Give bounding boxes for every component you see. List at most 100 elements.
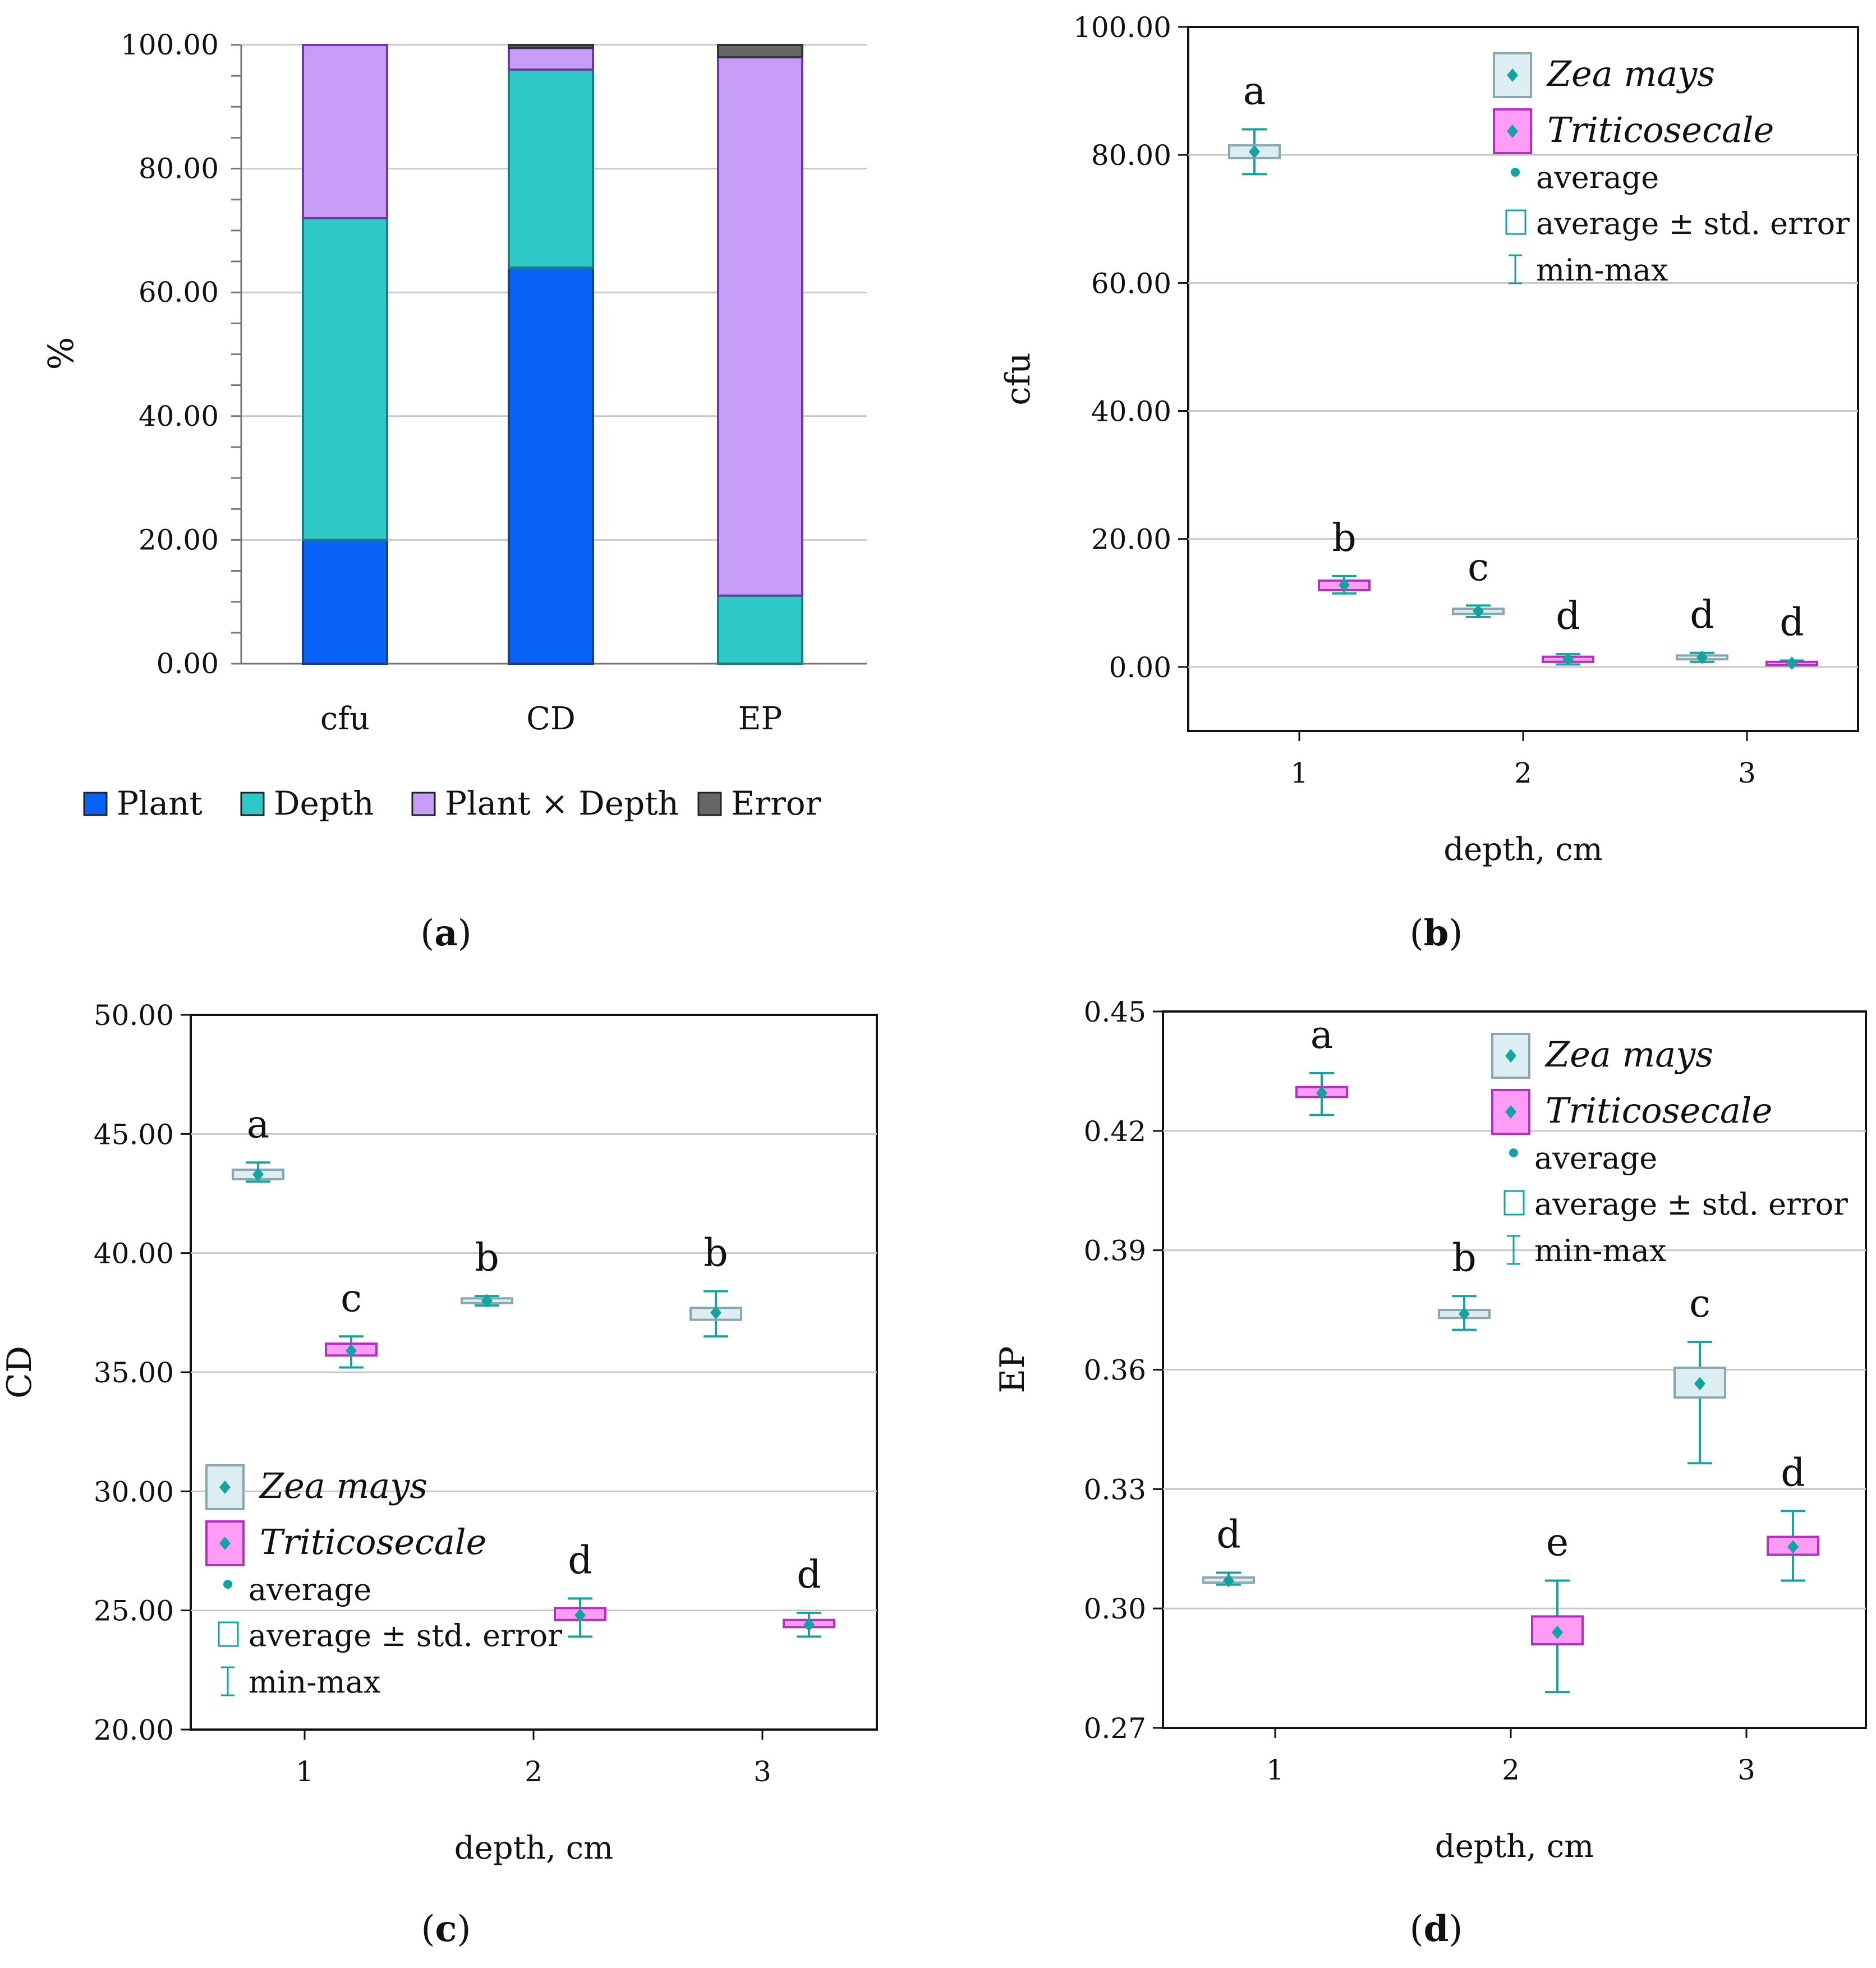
panel-caption: (a) xyxy=(420,912,471,954)
y-tick-label: 45.00 xyxy=(94,1118,174,1151)
legend-se-label: average ± std. error xyxy=(1534,1187,1848,1222)
mean-marker xyxy=(803,1618,815,1632)
x-tick-label: cfu xyxy=(320,701,370,737)
legend-average-dot xyxy=(223,1580,232,1589)
y-tick-label: 25.00 xyxy=(94,1595,174,1627)
y-tick-label: 0.33 xyxy=(1084,1473,1146,1506)
box-zea-mays: b xyxy=(461,1236,513,1308)
legend-zea-label: Zea mays xyxy=(1546,53,1715,94)
mean-marker xyxy=(1552,1625,1563,1639)
significance-letter: c xyxy=(1468,545,1489,590)
box-triticosecale: d xyxy=(1765,601,1818,670)
legend-swatch xyxy=(83,792,108,816)
mean-marker xyxy=(1696,650,1708,664)
x-axis-label: depth, cm xyxy=(1443,831,1602,868)
mean-marker xyxy=(574,1608,586,1622)
legend-label: Plant × Depth xyxy=(445,784,679,822)
significance-letter: d xyxy=(1780,601,1804,645)
x-tick-label: 1 xyxy=(296,1755,314,1788)
legend-b: Zea mays Triticosecale average average ± st… xyxy=(1493,52,1850,288)
legend-zea-label: Zea mays xyxy=(259,1465,427,1506)
y-tick-label: 80.00 xyxy=(1091,139,1171,172)
y-tick-label: 0.36 xyxy=(1084,1354,1146,1387)
significance-letter: e xyxy=(1546,1521,1569,1565)
legend-tri-label: Triticosecale xyxy=(260,1521,486,1562)
mean-marker xyxy=(1473,604,1484,618)
y-tick-label: 50.00 xyxy=(94,999,174,1032)
y-tick-label: 0.42 xyxy=(1084,1115,1146,1148)
caption-letter: a xyxy=(434,912,457,954)
significance-letter: a xyxy=(1243,70,1266,114)
mean-marker xyxy=(1694,1377,1705,1391)
box-zea-mays: d xyxy=(1202,1512,1255,1588)
mean-marker xyxy=(1459,1307,1470,1321)
legend-zea-marker xyxy=(219,1480,231,1494)
mean-marker xyxy=(1562,652,1574,666)
x-tick-label: 2 xyxy=(1502,1754,1520,1786)
box-zea-mays: b xyxy=(1438,1236,1491,1331)
y-tick-label: 0.39 xyxy=(1084,1235,1146,1267)
bar-segment xyxy=(508,266,594,665)
legend-minmax-label: min-max xyxy=(249,1664,380,1700)
panel-b: 0.00 20.00 40.00 60.00 80.00 100.00 1 2 3 depth, … xyxy=(999,11,1859,954)
legend-se-label: average ± std. error xyxy=(249,1618,562,1653)
significance-letter: d xyxy=(1216,1512,1241,1557)
y-tick-label: 100.00 xyxy=(1073,11,1171,44)
legend-label: Depth xyxy=(274,784,374,822)
box-triticosecale: e xyxy=(1531,1521,1584,1694)
legend-se-label: average ± std. error xyxy=(1536,206,1850,241)
legend-tri-marker xyxy=(1507,125,1518,138)
panel-caption: (c) xyxy=(421,1908,471,1950)
box-triticosecale: d xyxy=(783,1553,835,1638)
x-tick-label: 3 xyxy=(1738,757,1756,789)
significance-letter: b xyxy=(475,1236,499,1280)
legend-zea-marker xyxy=(1505,1049,1516,1063)
x-tick-label: CD xyxy=(526,701,576,737)
box-triticosecale: d xyxy=(1542,594,1594,666)
y-tick-label: 30.00 xyxy=(94,1475,174,1508)
y-tick-label: 60.00 xyxy=(1091,267,1171,300)
legend-se-swatch xyxy=(218,1621,239,1647)
legend-average-label: average xyxy=(1536,160,1659,195)
box-triticosecale: a xyxy=(1295,1013,1348,1116)
legend-c: Zea mays Triticosecale average average ± st… xyxy=(205,1464,562,1700)
box-triticosecale: d xyxy=(1767,1451,1819,1582)
legend-label: Error xyxy=(731,784,821,822)
legend-tri-marker xyxy=(1505,1105,1516,1119)
significance-letter: d xyxy=(797,1553,821,1597)
significance-letter: c xyxy=(1689,1282,1711,1326)
panel-caption: (b) xyxy=(1410,912,1463,954)
legend-a: Plant Depth Plant × Depth Error xyxy=(83,784,821,822)
mean-marker xyxy=(252,1167,264,1181)
y-tick-label: 0.27 xyxy=(1084,1712,1146,1745)
legend-average-dot xyxy=(1509,1148,1518,1157)
y-tick-label: 40.00 xyxy=(1091,396,1171,428)
legend-minmax-label: min-max xyxy=(1536,252,1668,288)
significance-letter: d xyxy=(1556,594,1580,638)
bar-segment xyxy=(717,594,803,665)
bar-segment xyxy=(508,47,594,71)
y-tick-label: 80.00 xyxy=(139,153,219,185)
legend-swatch xyxy=(697,792,722,816)
mean-marker xyxy=(710,1305,721,1319)
bar-segment xyxy=(508,44,594,49)
legend-tri-label: Triticosecale xyxy=(1546,1090,1772,1131)
legend-average-dot xyxy=(1511,168,1520,177)
y-tick-label: 0.00 xyxy=(157,647,219,680)
box-zea-mays: a xyxy=(232,1102,284,1183)
significance-letter: d xyxy=(1690,593,1714,637)
y-axis-label: cfu xyxy=(999,352,1038,405)
x-axis-label: depth, cm xyxy=(454,1830,613,1866)
bar-segment xyxy=(717,44,803,59)
x-tick-label: 1 xyxy=(1266,1754,1284,1786)
legend-swatch xyxy=(411,792,436,816)
significance-letter: b xyxy=(1332,516,1357,560)
x-axis-label: depth, cm xyxy=(1435,1828,1594,1865)
mean-marker xyxy=(1786,656,1797,670)
y-tick-label: 40.00 xyxy=(139,400,219,433)
y-axis-label: % xyxy=(40,337,81,370)
y-axis-label: EP xyxy=(993,1346,1032,1393)
y-tick-label: 60.00 xyxy=(139,276,219,309)
significance-letter: b xyxy=(704,1231,728,1276)
